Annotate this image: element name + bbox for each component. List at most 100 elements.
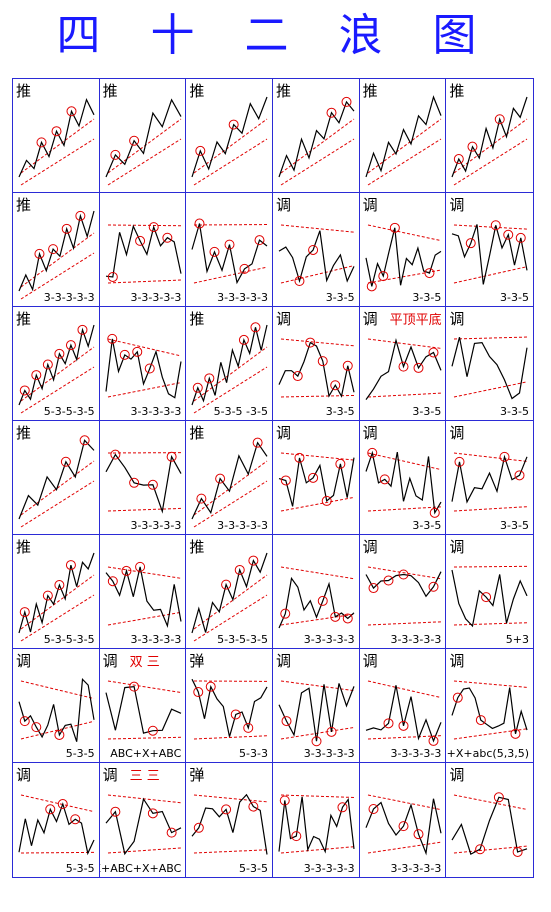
wave-cell: 调 5-3-5	[13, 763, 100, 877]
wave-cell: 推	[13, 421, 100, 535]
wave-type-label: 调	[275, 652, 291, 670]
wave-cell: 调 3-3-5	[446, 193, 533, 307]
wave-cell: 3-3-3-3-3	[99, 421, 187, 535]
wave-cell: 推	[186, 79, 273, 193]
wave-type-label: 推	[189, 310, 205, 328]
wave-structure-label: 5-3-5-3-5	[217, 633, 268, 646]
wave-sketch	[191, 218, 268, 285]
wave-structure-label: 3-3-5	[412, 291, 442, 304]
wave-cell: 调三 三 ABC+X+ABC+X+ABC	[100, 763, 187, 877]
wave-structure-label: ABC+X+ABC	[110, 747, 182, 760]
wave-sketch	[191, 96, 268, 186]
wave-type-label: 调	[449, 652, 465, 670]
wave-sketch	[365, 447, 442, 518]
wave-cell: 推	[359, 79, 447, 193]
wave-sketch	[18, 677, 95, 742]
wave-sketch	[451, 680, 528, 740]
wave-cell: 3-3-3-3-3	[273, 763, 360, 877]
wave-type-label: 调	[275, 310, 291, 328]
wave-sketch	[18, 210, 95, 300]
wave-structure-label: 3-3-5	[325, 291, 355, 304]
wave-sketch	[105, 98, 182, 186]
wave-structure-label: 3-3-3-3-3	[390, 633, 442, 646]
wave-structure-label: 5-3-5	[65, 862, 95, 875]
wave-sketch	[451, 451, 528, 512]
wave-cell: 调 3-3-3-3-3	[272, 649, 360, 763]
wave-structure-label: 5-3-3	[239, 747, 268, 760]
wave-structure-label: 3-3-5	[325, 405, 355, 418]
wave-structure-label: 3-3-5	[500, 291, 529, 304]
wave-sketch	[105, 561, 182, 628]
wave-structure-label: 3-3-3-3-3	[303, 747, 355, 760]
wave-cell: 推 5-3-5-3-5	[186, 535, 273, 649]
wave-cell: 推 5-3-5-3-5	[13, 535, 100, 649]
wave-structure-label: 3-3-3-3-3	[43, 291, 95, 304]
wave-sketch	[105, 333, 182, 399]
wave-cell: 调 5-3-5	[13, 649, 100, 763]
wave-sketch	[451, 565, 528, 628]
wave-structure-label: 3-3-3-3-3	[303, 862, 355, 875]
wave-cell: 调平顶平底 3-3-5	[359, 307, 447, 421]
wave-structure-label: 5-3-5	[65, 747, 95, 760]
wave-type-label: 推	[16, 538, 32, 556]
wave-cell: 弹 5-3-3	[186, 649, 273, 763]
wave-sketch	[278, 680, 355, 747]
wave-cell: 调 3-3-5	[359, 193, 447, 307]
page-title: 四 十 二 浪 图	[56, 10, 495, 61]
wave-cell: 3-3-3-3-3	[360, 763, 447, 877]
wave-sketch	[278, 566, 355, 629]
wave-sketch	[18, 324, 95, 414]
wave-structure-label: 5-3-5-3-5	[43, 633, 95, 646]
wave-type-label: 调	[449, 196, 465, 214]
wave-sketch	[105, 794, 181, 856]
wave-type-label: 推	[16, 196, 32, 214]
wave-structure-label: 5-3-5-3-5	[43, 405, 95, 418]
wave-sketch	[278, 794, 355, 854]
wave-sketch	[191, 678, 268, 740]
wave-type-label: 调	[449, 310, 465, 328]
wave-type-label: 调	[362, 652, 378, 670]
wave-type-label: 调	[102, 766, 118, 784]
wave-sketch	[365, 680, 442, 746]
wave-cell: 3-3-3-3-3	[99, 535, 187, 649]
wave-cell: 推	[272, 79, 360, 193]
wave-structure-label: 3-3-5	[412, 519, 442, 532]
wave-type-label: 弹	[189, 766, 205, 784]
wave-sketch	[18, 794, 95, 856]
wave-cell: 调 3-3-5	[272, 307, 360, 421]
wave-sketch	[365, 95, 442, 186]
wave-note-label: 平顶平底	[389, 313, 442, 328]
wave-structure-label: 3-3-5	[500, 519, 529, 532]
wave-type-label: 调	[362, 424, 378, 442]
wave-structure-label: 3-3-5	[500, 405, 529, 418]
wave-structure-label: 3-3-3-3-3	[217, 519, 268, 532]
wave-type-label: 调	[362, 196, 378, 214]
wave-cell: 调 3-3-5	[359, 421, 447, 535]
wave-sketch	[278, 337, 355, 398]
wave-cell: 3-3-3-3-3	[99, 307, 187, 421]
wave-type-label: 调	[449, 766, 465, 784]
wave-structure-label: 3-3-3-3-3	[130, 633, 182, 646]
wave-cell: 推 5-3-5 -3-5	[186, 307, 273, 421]
wave-cell: 推 3-3-3-3-3	[186, 421, 273, 535]
wave-type-label: 调	[16, 652, 32, 670]
wave-cell: 调 3-3-3-3-3	[359, 649, 447, 763]
wave-sketch	[365, 338, 442, 400]
wave-cell: 调 3-3-5	[446, 421, 533, 535]
wave-type-label: 调	[275, 196, 291, 214]
wave-cell: 3-3-3-3-3	[186, 193, 273, 307]
wave-sketch	[278, 452, 355, 512]
wave-cell: 推	[99, 79, 187, 193]
wave-structure-label: 5+3	[505, 633, 529, 646]
wave-pattern-grid: 推推推推推推推 3-3-3-3-3 3-3-3-3-3 3-3-3-3-3 调 3-3-5…	[12, 78, 534, 878]
wave-type-label: 调	[275, 424, 291, 442]
wave-sketch	[191, 793, 268, 855]
wave-cell: 调 3-3-5	[446, 307, 533, 421]
wave-structure-label: 3-3-3-3-3	[303, 633, 355, 646]
wave-cell: 推 3-3-3-3-3	[13, 193, 100, 307]
wave-cell: 推 5-3-5-3-5	[13, 307, 100, 421]
wave-type-label: 推	[102, 82, 118, 100]
wave-structure-label: 5-3-5	[239, 862, 268, 875]
wave-sketch	[278, 96, 355, 186]
wave-sketch	[18, 552, 95, 642]
